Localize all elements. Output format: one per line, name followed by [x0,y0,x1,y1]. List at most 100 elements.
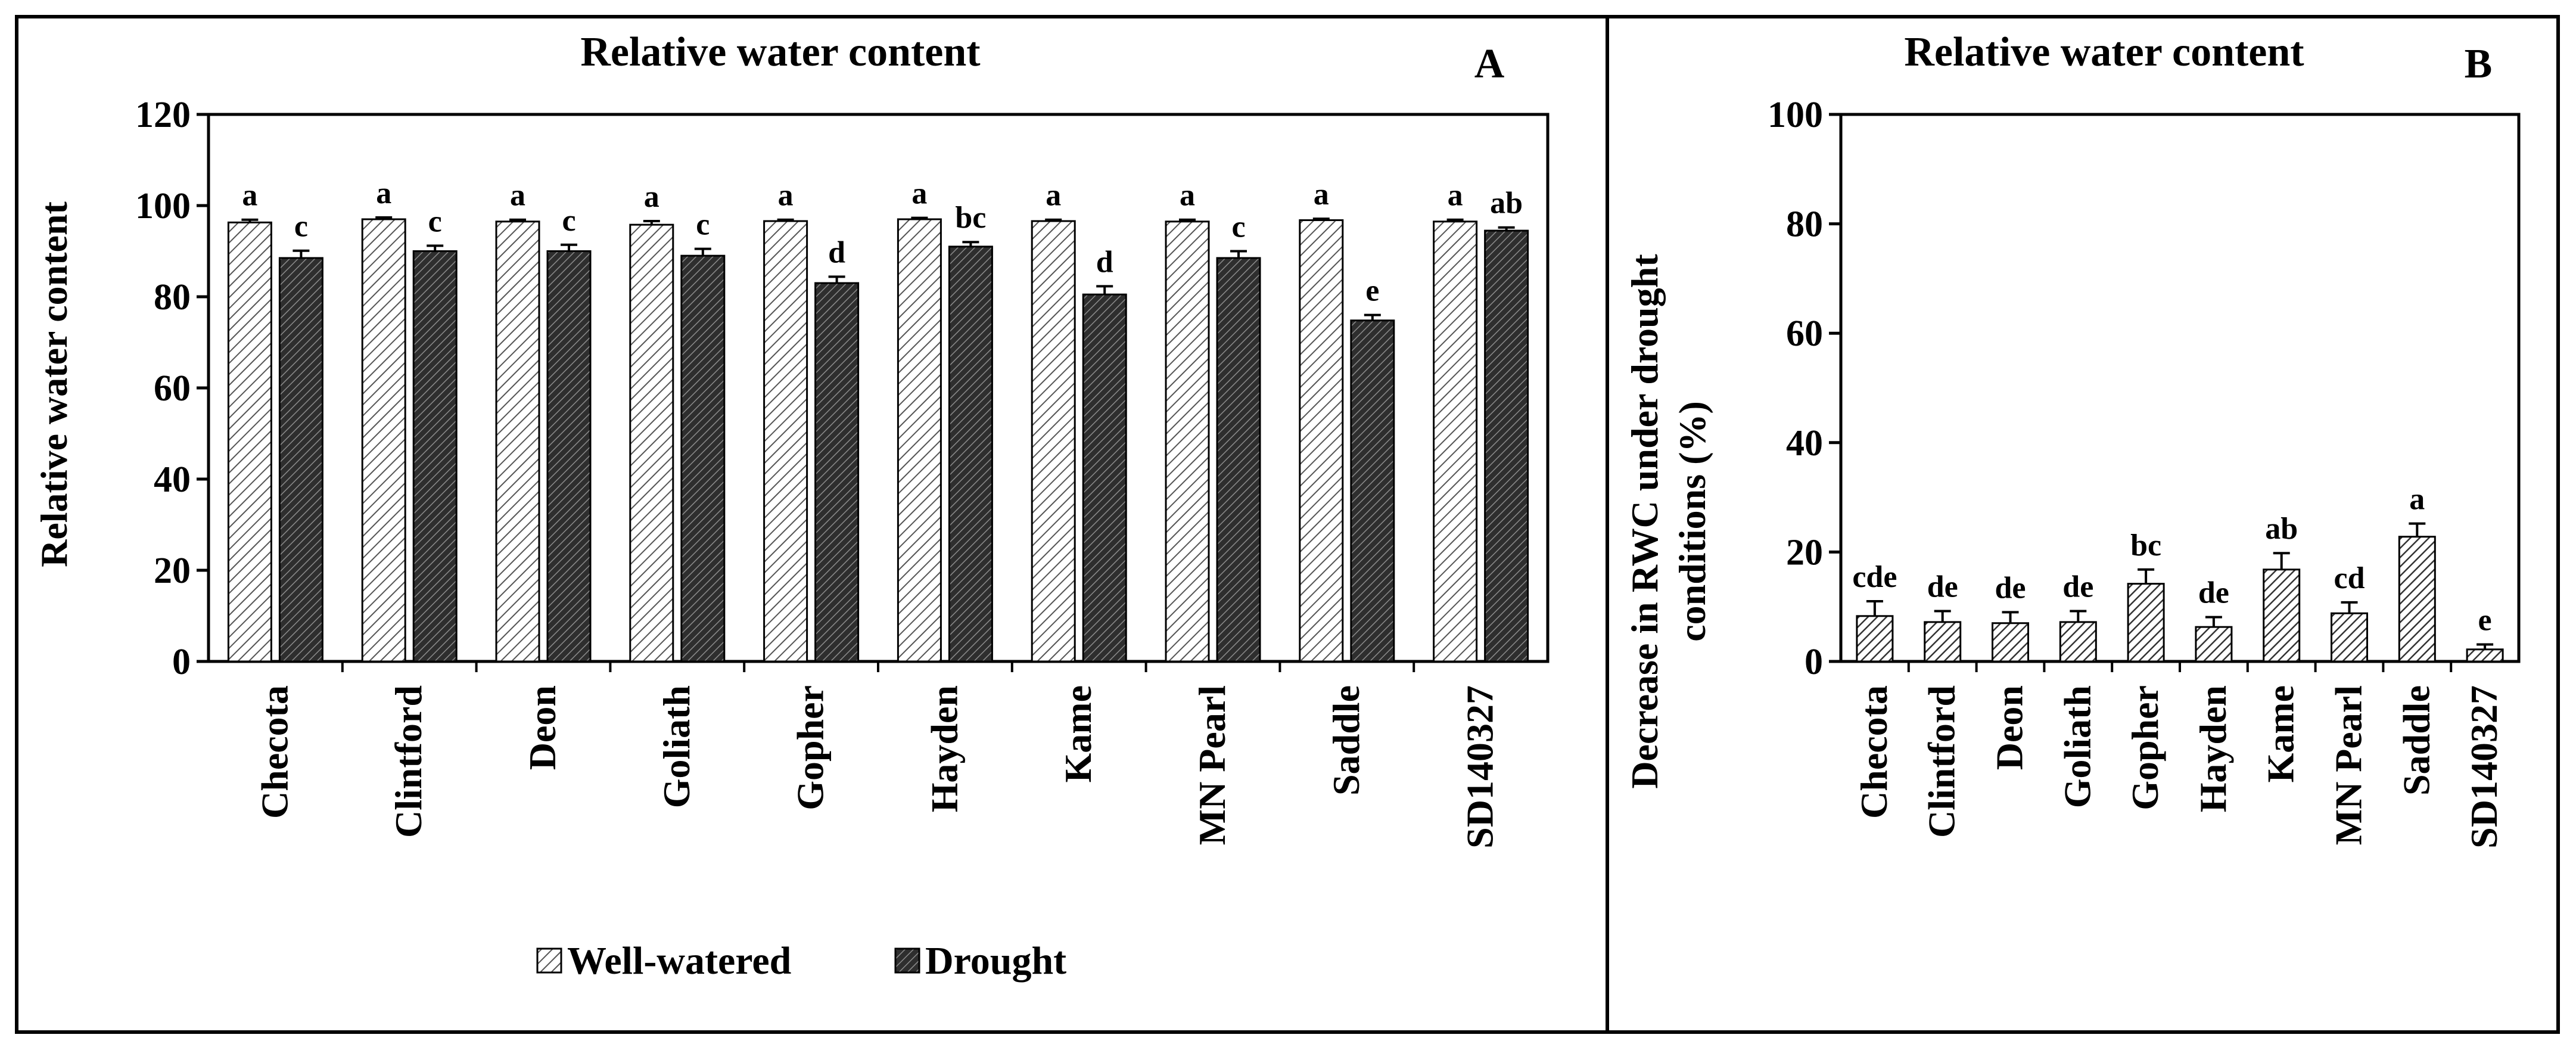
panel-b-y-tick-label: 40 [1786,423,1823,464]
panel-b-sig-letter-decrease-in-rwc-mn-pearl: cd [2334,561,2365,595]
panel-b-chart: Relative water content B Decrease in RWC… [1623,29,2521,849]
panel-a-bar-well-watered-gopher [763,220,808,663]
panel-a-sig-letter-well-watered-goliath: a [644,180,659,214]
panel-a-sig-letter-drought-kame: d [1096,245,1113,279]
panel-b-sig-letter-decrease-in-rwc-sd140327: e [2478,604,2492,638]
panel-a-sig-letter-well-watered-hayden: a [911,177,927,211]
panel-b-y-axis-label-line1: Decrease in RWC under drought [1623,254,1666,789]
panel-b-frame [1606,15,2560,1034]
panel-b-sig-letter-decrease-in-rwc-kame: ab [2265,512,2298,546]
panel-a-sig-letter-drought-goliath: c [696,208,710,242]
panel-b-sig-letter-decrease-in-rwc-gopher: bc [2130,529,2161,563]
panel-a-bar-drought-kame [1082,293,1127,663]
panel-a-sig-letter-drought-deon: c [562,204,575,238]
panel-a-bar-well-watered-saddle [1299,219,1344,663]
panel-a-category-label-sd140327: SD140327 [1459,685,1501,849]
panel-a-y-tick-label: 80 [154,277,191,318]
panel-a-sig-letter-well-watered-deon: a [510,179,525,213]
panel-b-category-label-gopher: Gopher [2124,685,2166,810]
panel-a-category-label-hayden: Hayden [923,685,965,812]
panel-a-sig-letter-drought-checota: c [294,210,308,244]
panel-b-plot-area: 0 20 40 60 80 100 [1768,95,2521,682]
panel-b-sig-letter-decrease-in-rwc-goliath: de [2062,570,2093,604]
panel-a-bar-drought-mn-pearl [1216,257,1261,663]
panel-a-sig-letter-drought-saddle: e [1365,274,1379,308]
panel-b-bar-decrease-in-rwc-saddle [2398,536,2436,663]
panel-a-sig-letter-well-watered-checota: a [242,179,257,213]
panel-a-bar-drought-sd140327 [1484,229,1529,663]
panel-b-category-label-kame: Kame [2260,685,2302,783]
panel-a-category-label-deon: Deon [521,685,564,770]
panel-a-y-tick-label: 40 [154,459,191,500]
panel-b-title: Relative water content [1904,29,2304,75]
panel-a-sig-letter-well-watered-saddle: a [1314,178,1329,212]
panel-b-y-axis-label-line2: conditions (%) [1671,401,1713,642]
panel-a-y-tick-label: 100 [135,186,191,226]
panel-a-bar-drought-goliath [680,254,726,663]
panel-b-bar-decrease-in-rwc-sd140327 [2466,648,2504,663]
panel-a-sig-letter-drought-clintford: c [428,204,442,238]
panel-a-category-label-goliath: Goliath [655,685,698,808]
panel-a-bar-drought-hayden [948,246,993,663]
panel-a-y-tick-label: 60 [154,368,191,409]
panel-b-category-label-checota: Checota [1853,685,1895,819]
panel-b-category-label-clintford: Clintford [1921,685,1963,838]
panel-a-sig-letter-well-watered-clintford: a [376,176,391,210]
panel-a-labels: Checota a c Clintford a c Deon a c Goliath a c Gophe… [242,176,1523,849]
panel-a-bar-well-watered-goliath [629,223,674,663]
panel-a-bar-drought-saddle [1350,319,1395,663]
panel-b-sig-letter-decrease-in-rwc-saddle: a [2409,483,2425,517]
panel-a-bar-well-watered-sd140327 [1433,220,1478,663]
panel-a-y-tick-label: 20 [154,551,191,591]
panel-b-labels: ChecotacdeClintforddeDeondeGoliathdeGoph… [1852,483,2505,849]
panel-b-y-tick-label: 20 [1786,532,1823,573]
panel-b-category-label-mn-pearl: MN Pearl [2328,685,2370,845]
panel-a-bar-drought-checota [278,257,323,663]
legend-label-drought: Drought [925,939,1066,983]
panel-a-bar-well-watered-deon [495,220,540,663]
panel-b-bar-decrease-in-rwc-mn-pearl [2331,612,2368,663]
panel-b-bar-decrease-in-rwc-checota [1856,615,1894,663]
panel-a-category-label-checota: Checota [253,685,295,819]
panel-b-bar-decrease-in-rwc-deon [1992,622,2029,663]
panel-a-y-axis-label: Relative water content [33,201,75,567]
panel-b-letter: B [2465,41,2493,87]
panel-b-bar-decrease-in-rwc-hayden [2195,626,2233,663]
panel-b-category-label-saddle: Saddle [2395,685,2437,796]
legend-label-well-watered: Well-watered [567,939,791,983]
panel-b-bar-decrease-in-rwc-clintford [1924,621,1962,663]
legend-swatch-drought [894,947,920,974]
panel-a-category-label-saddle: Saddle [1325,685,1367,796]
panel-a-category-label-kame: Kame [1057,685,1099,783]
panel-a-bar-well-watered-clintford [361,218,406,663]
panel-b-y-tick-label: 100 [1768,95,1823,135]
panel-a-sig-letter-drought-hayden: bc [955,201,986,235]
panel-b-sig-letter-decrease-in-rwc-deon: de [1995,571,2026,605]
panel-b-y-tick-label: 60 [1786,313,1823,354]
panel-a-plot-frame [207,113,1550,663]
panel-b-category-label-goliath: Goliath [2056,685,2098,808]
panel-a-category-label-mn-pearl: MN Pearl [1191,685,1233,845]
panel-a-title: Relative water content [580,29,980,75]
panel-a-sig-letter-drought-mn-pearl: c [1231,210,1245,244]
panel-a-bar-well-watered-mn-pearl [1165,220,1210,663]
panel-b-y-tick-label: 0 [1805,642,1823,682]
panel-a-y-tick-label: 120 [135,95,191,135]
panel-a-bar-drought-deon [546,250,592,663]
panel-a-sig-letter-drought-sd140327: ab [1490,187,1523,220]
panel-a-bar-well-watered-checota [227,221,272,663]
panel-a-chart: Relative water content A Relative water … [33,29,1550,983]
panel-b-sig-letter-decrease-in-rwc-hayden: de [2198,576,2229,610]
panel-b-sig-letter-decrease-in-rwc-clintford: de [1927,570,1958,604]
panel-a-category-label-gopher: Gopher [789,685,832,810]
panel-a-sig-letter-well-watered-mn-pearl: a [1180,179,1195,213]
panel-b-bar-decrease-in-rwc-kame [2263,568,2301,663]
panel-a-sig-letter-well-watered-kame: a [1046,179,1061,213]
panel-b-bar-decrease-in-rwc-gopher [2127,583,2165,663]
panel-b-category-label-hayden: Hayden [2192,685,2234,812]
panel-a-bar-well-watered-hayden [897,218,942,663]
panel-a-letter: A [1474,41,1505,87]
panel-a-sig-letter-well-watered-gopher: a [778,179,794,213]
panel-a-bars [227,216,1529,663]
